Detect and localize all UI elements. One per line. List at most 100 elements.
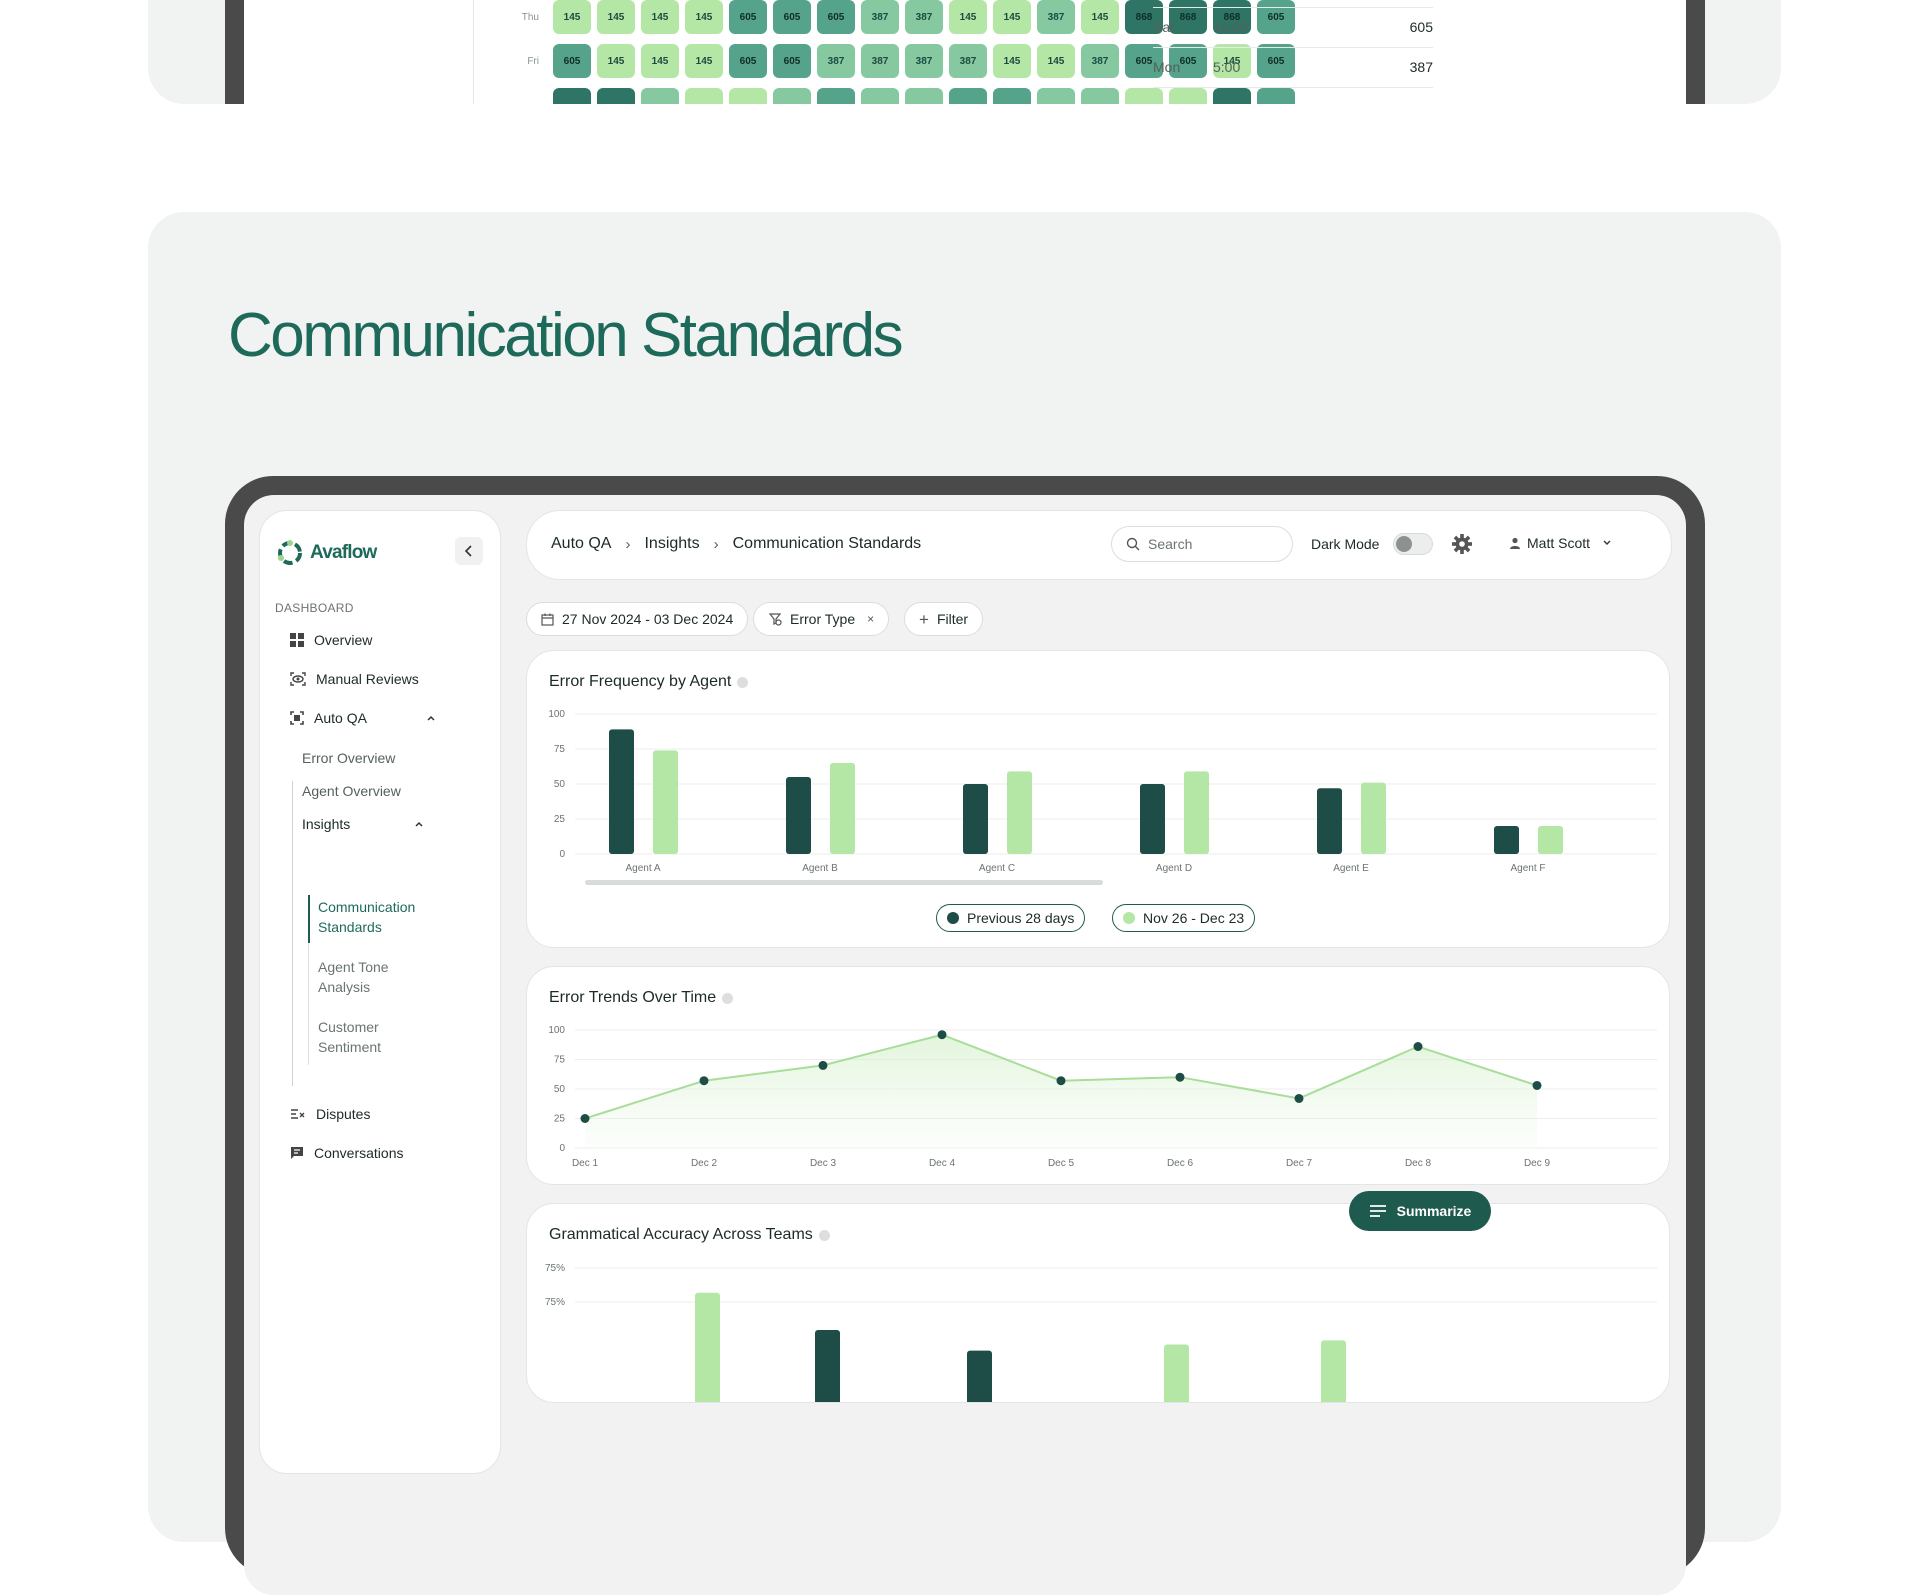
heatmap-cell[interactable]: 145 bbox=[641, 0, 679, 34]
y-tick-label: 25 bbox=[554, 814, 566, 825]
breadcrumb-insights[interactable]: Insights bbox=[644, 535, 700, 552]
heatmap-cell[interactable]: 387 bbox=[905, 0, 943, 34]
search-placeholder: Search bbox=[1148, 536, 1193, 552]
heatmap-cell[interactable]: 387 bbox=[1081, 44, 1119, 78]
heatmap-cell bbox=[641, 88, 679, 104]
breadcrumb-auto-qa[interactable]: Auto QA bbox=[551, 535, 612, 552]
heatmap-cell[interactable]: 605 bbox=[773, 44, 811, 78]
add-filter-button[interactable]: + Filter bbox=[904, 602, 984, 636]
settings-button[interactable] bbox=[1451, 533, 1473, 560]
nav-overview-label: Overview bbox=[314, 632, 373, 648]
breadcrumb: Auto QA › Insights › Communication Stand… bbox=[551, 535, 921, 553]
search-input[interactable]: Search bbox=[1111, 526, 1293, 562]
heatmap-cell[interactable]: 145 bbox=[993, 44, 1031, 78]
heatmap-cell[interactable]: 145 bbox=[597, 44, 635, 78]
heatmap-cell[interactable]: 387 bbox=[905, 44, 943, 78]
heatmap-cell[interactable]: 868 bbox=[1169, 0, 1207, 34]
nav-disputes[interactable]: Disputes bbox=[290, 1106, 370, 1122]
chevron-up-icon bbox=[415, 821, 423, 827]
y-tick-label: 50 bbox=[554, 779, 566, 790]
error-type-filter[interactable]: Error Type × bbox=[753, 602, 890, 636]
nav-communication-standards[interactable]: Communication Standards bbox=[318, 899, 416, 935]
heatmap-cell[interactable]: 387 bbox=[949, 44, 987, 78]
heatmap-cell bbox=[1213, 88, 1251, 104]
nav-error-overview[interactable]: Error Overview bbox=[302, 750, 396, 766]
info-icon[interactable] bbox=[737, 676, 749, 688]
trend-point bbox=[937, 1030, 947, 1040]
bar-previous bbox=[1317, 788, 1342, 854]
nav-auto-qa[interactable]: Auto QA bbox=[290, 710, 436, 726]
heatmap-cell[interactable]: 387 bbox=[861, 0, 899, 34]
accuracy-bar bbox=[967, 1350, 992, 1402]
heatmap-cell[interactable]: 605 bbox=[729, 0, 767, 34]
heatmap-cell[interactable]: 145 bbox=[993, 0, 1031, 34]
heatmap-cell[interactable]: 145 bbox=[641, 44, 679, 78]
heatmap-cell bbox=[1081, 88, 1119, 104]
heatmap-cell[interactable]: 605 bbox=[817, 0, 855, 34]
summarize-button[interactable]: Summarize bbox=[1349, 1191, 1491, 1231]
section-title: Communication Standards bbox=[228, 301, 904, 370]
heatmap-cell[interactable]: 605 bbox=[1169, 44, 1207, 78]
heatmap-cell bbox=[729, 88, 767, 104]
peak-table-time: 16:00 bbox=[1213, 19, 1249, 35]
heatmap-cell[interactable]: 145 bbox=[1037, 44, 1075, 78]
heatmap-cell[interactable]: 387 bbox=[1037, 0, 1075, 34]
trend-point bbox=[699, 1076, 709, 1086]
legend-current-period[interactable]: Nov 26 - Dec 23 bbox=[1112, 904, 1256, 932]
user-menu[interactable]: Matt Scott bbox=[1509, 535, 1612, 551]
heatmap-cell[interactable]: 145 bbox=[685, 44, 723, 78]
legend-previous-28-days[interactable]: Previous 28 days bbox=[936, 904, 1086, 932]
nav-manual-reviews[interactable]: Manual Reviews bbox=[290, 671, 419, 687]
date-range-picker[interactable]: 27 Nov 2024 - 03 Dec 2024 bbox=[526, 602, 749, 636]
heatmap-cell[interactable]: 145 bbox=[1213, 44, 1251, 78]
heatmap-cell[interactable]: 605 bbox=[1125, 44, 1163, 78]
y-tick-label: 0 bbox=[559, 1143, 565, 1154]
info-icon[interactable] bbox=[818, 1229, 830, 1241]
heatmap-cell[interactable]: 605 bbox=[773, 0, 811, 34]
heatmap-cell bbox=[685, 88, 723, 104]
grammatical-accuracy-chart: 75% 75% bbox=[545, 1263, 1657, 1402]
nav-conversations[interactable]: Conversations bbox=[290, 1145, 404, 1161]
nav-agent-tone-analysis[interactable]: Agent Tone Analysis bbox=[318, 959, 389, 995]
heatmap-cell[interactable]: 387 bbox=[861, 44, 899, 78]
info-icon[interactable] bbox=[722, 992, 734, 1004]
nav-agent-overview[interactable]: Agent Overview bbox=[302, 783, 401, 799]
heatmap-cell[interactable]: 605 bbox=[1257, 0, 1295, 34]
device-screen-top: Thu 145 145 145 145 605 605 605 387 387 145 145 387 1… bbox=[244, 0, 1686, 104]
heatmap-row: Fri 605 145 145 145 605 605 387 387 387 387 145 145 3… bbox=[509, 44, 1295, 78]
trend-area bbox=[585, 1034, 1537, 1148]
trend-point bbox=[1056, 1076, 1066, 1086]
nav-customer-sentiment[interactable]: Customer Sentiment bbox=[318, 1019, 382, 1055]
heatmap-cell[interactable]: 145 bbox=[597, 0, 635, 34]
legend-previous-label: Previous 28 days bbox=[967, 910, 1075, 926]
heatmap-cell[interactable]: 145 bbox=[1081, 0, 1119, 34]
bar-current bbox=[1184, 771, 1209, 854]
brand-logo[interactable]: Avaflow bbox=[276, 539, 377, 567]
chart-scrollbar[interactable] bbox=[585, 880, 1103, 885]
heatmap-cell bbox=[1125, 88, 1163, 104]
heatmap-cell[interactable]: 868 bbox=[1213, 0, 1251, 34]
heatmap-cell[interactable]: 605 bbox=[553, 44, 591, 78]
heatmap-cell[interactable]: 145 bbox=[685, 0, 723, 34]
nav-insights[interactable]: Insights bbox=[302, 816, 424, 832]
nav-disputes-label: Disputes bbox=[316, 1106, 371, 1122]
toggle-knob bbox=[1396, 536, 1412, 552]
heatmap-cell[interactable]: 868 bbox=[1125, 0, 1163, 34]
heatmap-cell[interactable]: 605 bbox=[1257, 44, 1295, 78]
avaflow-logo-icon bbox=[278, 540, 302, 565]
dark-mode-toggle[interactable] bbox=[1393, 533, 1433, 555]
dark-mode-label: Dark Mode bbox=[1311, 536, 1380, 552]
heatmap-cell[interactable]: 145 bbox=[553, 0, 591, 34]
nav-auto-qa-label: Auto QA bbox=[314, 710, 367, 726]
bar-current bbox=[830, 763, 855, 854]
nav-overview[interactable]: Overview bbox=[290, 632, 372, 648]
grid-icon bbox=[290, 633, 304, 647]
collapse-sidebar-button[interactable] bbox=[455, 537, 483, 565]
heatmap-cell[interactable]: 387 bbox=[817, 44, 855, 78]
heatmap-cell bbox=[1169, 88, 1207, 104]
x-tick-label: Agent C bbox=[979, 863, 1015, 874]
heatmap-cell[interactable]: 605 bbox=[729, 44, 767, 78]
heatmap-cell[interactable]: 145 bbox=[949, 0, 987, 34]
nav-conversations-label: Conversations bbox=[314, 1145, 404, 1161]
remove-filter-icon[interactable]: × bbox=[867, 612, 875, 626]
